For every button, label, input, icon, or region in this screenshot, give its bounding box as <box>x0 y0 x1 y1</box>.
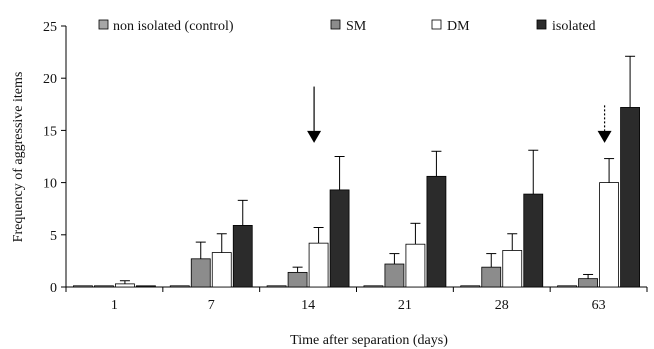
y-axis-title: Frequency of aggressive items <box>11 72 26 243</box>
x-tick-label: 21 <box>398 298 412 313</box>
arrow-head-icon <box>597 130 612 143</box>
legend-label-dm: DM <box>447 19 470 34</box>
bar <box>190 258 211 288</box>
x-tick-label: 7 <box>208 298 215 313</box>
bar <box>426 175 447 288</box>
bar <box>94 285 114 288</box>
bar <box>115 283 135 288</box>
bar <box>73 285 93 288</box>
legend: non isolated (control) SM DM isolated <box>98 19 596 34</box>
bar <box>136 285 156 288</box>
plot-area: 0 5 10 15 20 25 1 7 14 21 28 63 <box>43 20 648 313</box>
bar <box>578 278 598 288</box>
bar <box>266 285 287 288</box>
legend-label-control: non isolated (control) <box>113 19 234 34</box>
bar <box>363 285 384 288</box>
legend-swatch-isolated <box>536 19 547 30</box>
bar <box>481 266 502 288</box>
bar <box>384 263 405 288</box>
y-tick-label: 15 <box>43 124 57 139</box>
legend-swatch-control <box>98 19 109 30</box>
legend-swatch-dm <box>431 19 442 30</box>
bar <box>620 107 640 288</box>
bar <box>308 242 329 288</box>
bar <box>329 189 350 288</box>
bar <box>502 250 523 288</box>
bar <box>169 285 190 288</box>
y-tick-label: 20 <box>43 72 57 87</box>
bar <box>211 252 232 288</box>
legend-swatch-sm <box>330 19 341 30</box>
y-tick-label: 25 <box>43 20 57 35</box>
bar <box>523 193 544 288</box>
bar <box>405 243 426 288</box>
x-axis-title: Time after separation (days) <box>290 333 448 348</box>
bar <box>460 285 481 288</box>
legend-label-sm: SM <box>346 19 367 34</box>
x-tick-label: 1 <box>111 298 118 313</box>
x-tick-label: 14 <box>301 298 315 313</box>
y-tick-label: 10 <box>43 177 57 192</box>
arrow-head-icon <box>307 130 322 143</box>
bar <box>557 285 577 288</box>
x-tick-label: 63 <box>592 298 606 313</box>
bar <box>287 271 308 288</box>
bar <box>232 225 253 288</box>
bar <box>599 182 619 288</box>
y-tick-label: 5 <box>50 229 57 244</box>
legend-label-isolated: isolated <box>552 19 596 34</box>
x-tick-label: 28 <box>495 298 509 313</box>
y-tick-label: 0 <box>50 281 57 296</box>
